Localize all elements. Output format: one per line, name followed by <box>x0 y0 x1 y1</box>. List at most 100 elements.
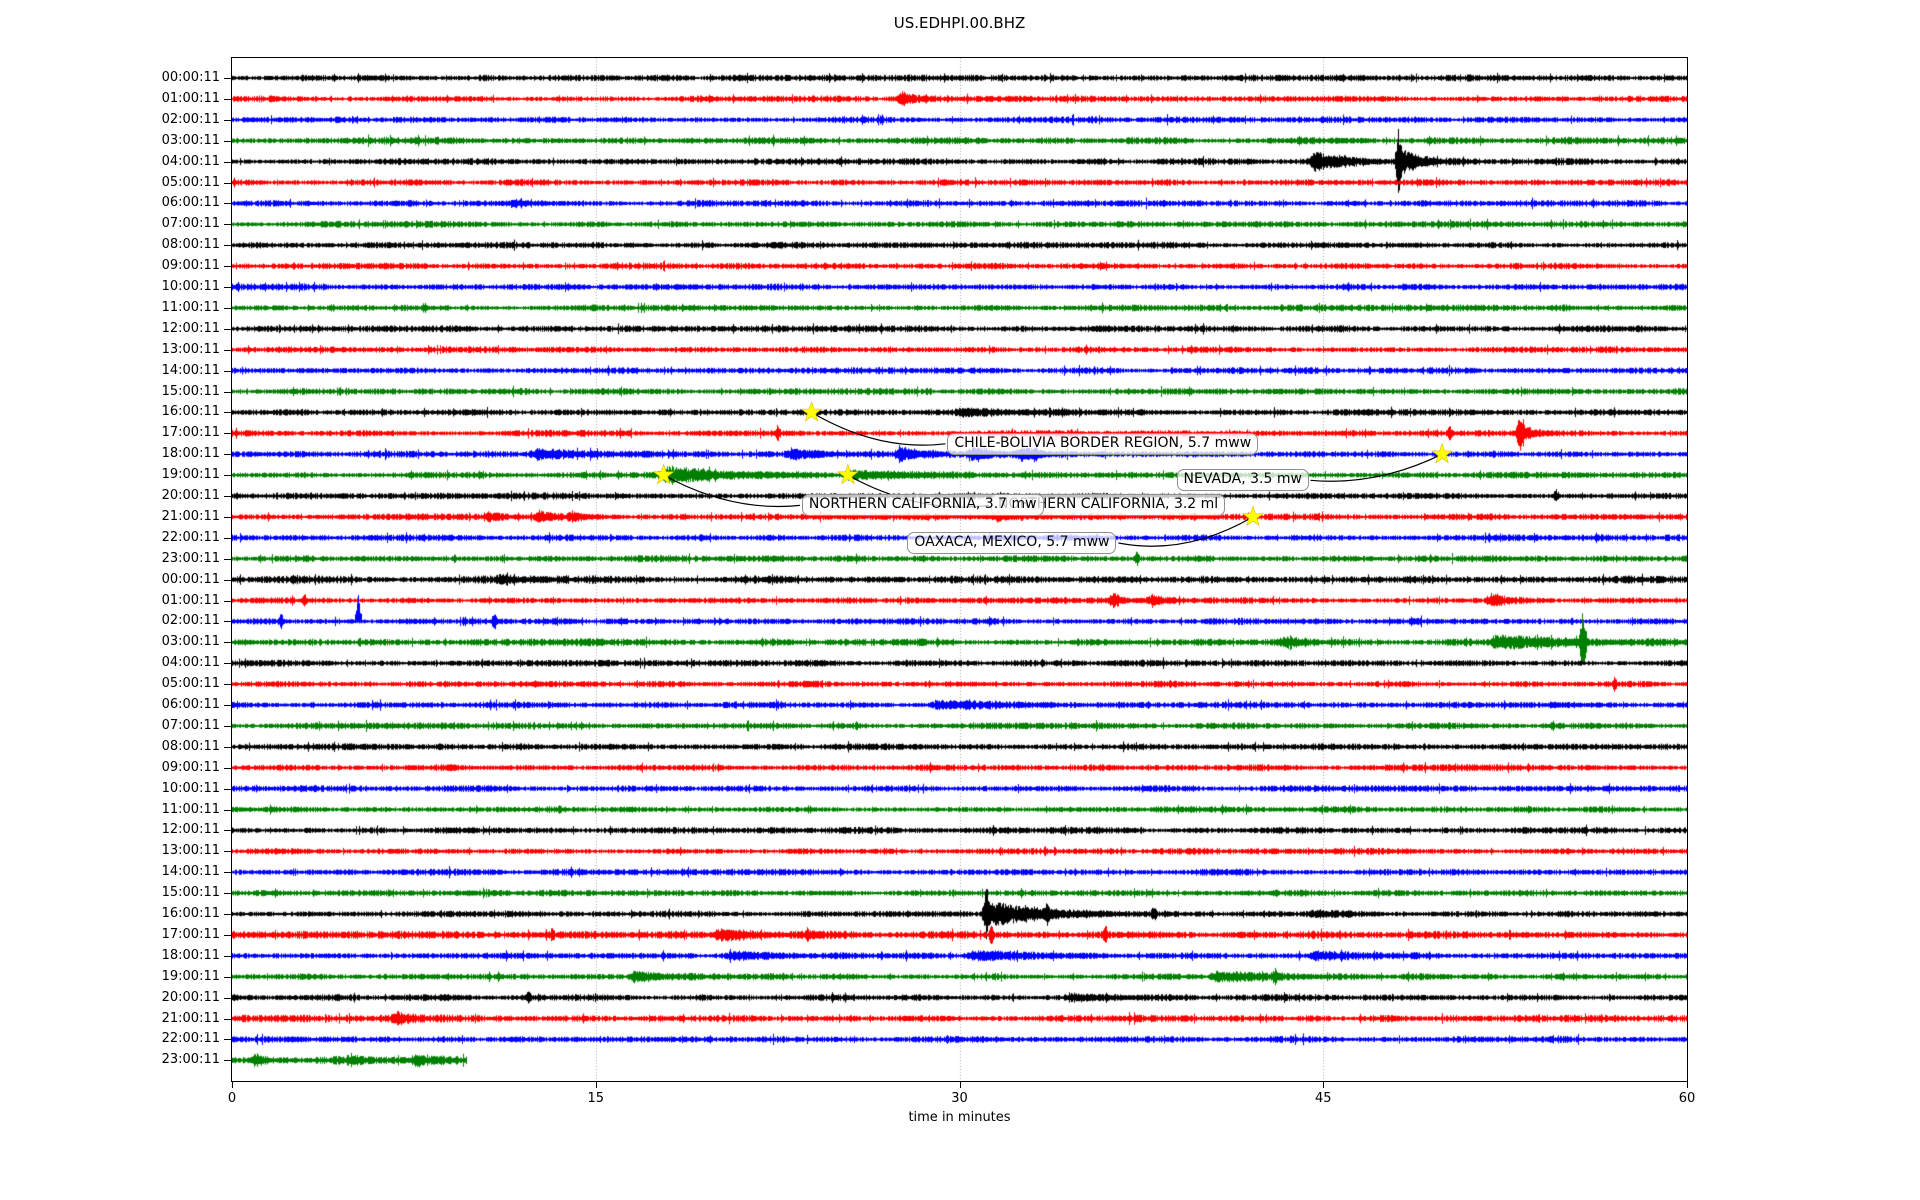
x-tick-label: 45 <box>1314 1091 1332 1106</box>
y-tick-mark <box>224 391 231 393</box>
x-tick-label: 15 <box>587 1091 605 1106</box>
y-tick-mark <box>224 370 231 372</box>
y-tick-label: 12:00:11 <box>161 320 220 336</box>
y-tick-mark <box>224 454 231 456</box>
x-tick-mark <box>596 1082 597 1088</box>
y-tick-label: 20:00:11 <box>161 989 220 1005</box>
y-tick-mark <box>224 851 231 853</box>
y-tick-label: 14:00:11 <box>161 864 220 880</box>
y-tick-label: 22:00:11 <box>161 1031 220 1047</box>
y-tick-label: 11:00:11 <box>161 299 220 315</box>
y-tick-label: 10:00:11 <box>161 279 220 294</box>
x-tick-mark <box>232 1082 233 1088</box>
y-tick-mark <box>224 245 231 247</box>
y-tick-mark <box>224 663 231 665</box>
y-tick-mark <box>224 266 231 268</box>
y-tick-label: 03:00:11 <box>161 634 220 650</box>
y-tick-label: 16:00:11 <box>161 404 220 420</box>
y-tick-label: 07:00:11 <box>161 216 220 232</box>
x-tick-mark <box>960 1082 961 1088</box>
y-tick-label: 23:00:11 <box>161 1052 220 1068</box>
y-tick-mark <box>224 1060 231 1062</box>
x-tick-mark <box>1687 1082 1688 1088</box>
y-tick-mark <box>224 78 231 79</box>
y-tick-label: 12:00:11 <box>161 822 220 838</box>
y-tick-mark <box>224 224 231 226</box>
y-tick-mark <box>224 98 231 100</box>
y-tick-label: 09:00:11 <box>161 258 220 274</box>
y-tick-label: 10:00:11 <box>161 780 220 796</box>
x-tick-label: 30 <box>951 1091 968 1106</box>
y-tick-label: 04:00:11 <box>161 153 220 169</box>
y-tick-mark <box>224 872 231 874</box>
y-tick-mark <box>224 496 231 497</box>
y-tick-mark <box>224 307 231 309</box>
y-tick-label: 04:00:11 <box>161 655 220 671</box>
y-tick-mark <box>224 934 231 936</box>
y-tick-mark <box>224 893 231 895</box>
y-tick-label: 09:00:11 <box>161 759 220 775</box>
y-tick-mark <box>224 642 231 644</box>
y-tick-label: 14:00:11 <box>161 362 220 378</box>
y-tick-mark <box>224 684 231 686</box>
y-tick-label: 15:00:11 <box>161 383 220 399</box>
y-tick-mark <box>224 558 231 560</box>
y-tick-label: 17:00:11 <box>161 425 220 441</box>
y-tick-label: 03:00:11 <box>161 132 220 148</box>
y-tick-mark <box>224 433 231 435</box>
y-tick-label: 00:00:11 <box>161 571 220 587</box>
y-tick-label: 06:00:11 <box>161 195 220 211</box>
y-tick-label: 01:00:11 <box>161 90 220 106</box>
y-tick-label: 18:00:11 <box>161 446 220 462</box>
y-tick-label: 08:00:11 <box>161 237 220 253</box>
y-tick-mark <box>224 203 231 205</box>
y-tick-label: 21:00:11 <box>161 1010 220 1026</box>
y-tick-mark <box>224 140 231 142</box>
y-tick-mark <box>224 809 231 811</box>
x-tick-label: 0 <box>227 1091 237 1106</box>
y-tick-mark <box>224 182 231 184</box>
y-tick-label: 22:00:11 <box>161 529 220 545</box>
y-tick-mark <box>224 600 231 602</box>
y-tick-mark <box>224 746 231 748</box>
y-tick-mark <box>224 914 231 915</box>
y-tick-mark <box>224 705 231 706</box>
y-tick-label: 08:00:11 <box>161 738 220 754</box>
y-tick-mark <box>224 412 231 414</box>
y-tick-label: 00:00:11 <box>161 70 220 85</box>
y-tick-mark <box>224 725 231 727</box>
seismogram-canvas <box>232 58 1687 1081</box>
y-tick-label: 20:00:11 <box>161 488 220 503</box>
y-tick-label: 02:00:11 <box>161 111 220 127</box>
x-tick-mark <box>1323 1082 1324 1088</box>
y-tick-label: 13:00:11 <box>161 341 220 357</box>
y-tick-mark <box>224 119 231 121</box>
y-tick-mark <box>224 1018 231 1020</box>
x-tick-label: 60 <box>1678 1091 1696 1106</box>
plot-title: US.EDHPI.00.BHZ <box>893 14 1026 32</box>
y-tick-label: 02:00:11 <box>161 613 220 629</box>
y-tick-mark <box>224 976 231 978</box>
y-tick-mark <box>224 997 231 999</box>
y-tick-label: 05:00:11 <box>161 174 220 190</box>
y-tick-mark <box>224 830 231 832</box>
y-tick-mark <box>224 328 231 330</box>
y-tick-mark <box>224 955 231 957</box>
y-tick-label: 05:00:11 <box>161 676 220 692</box>
y-tick-mark <box>224 767 231 769</box>
y-tick-label: 19:00:11 <box>161 467 220 483</box>
y-tick-mark <box>224 475 231 477</box>
y-tick-mark <box>224 621 231 623</box>
y-tick-label: 18:00:11 <box>161 947 220 963</box>
y-tick-mark <box>224 349 231 351</box>
y-tick-label: 13:00:11 <box>161 843 220 859</box>
y-tick-label: 01:00:11 <box>161 592 220 608</box>
y-tick-label: 23:00:11 <box>161 550 220 566</box>
y-tick-mark <box>224 537 231 539</box>
y-tick-mark <box>224 788 231 790</box>
x-axis-title: time in minutes <box>908 1110 1011 1125</box>
y-tick-mark <box>224 287 231 288</box>
y-tick-mark <box>224 516 231 518</box>
y-tick-mark <box>224 1039 231 1041</box>
